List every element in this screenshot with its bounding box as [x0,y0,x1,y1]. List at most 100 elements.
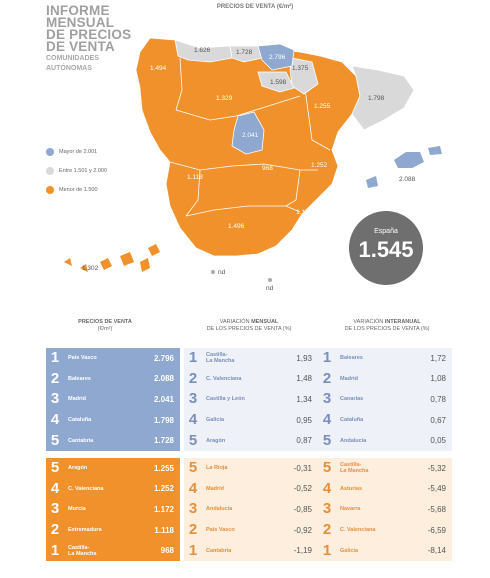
panel-precios-bottom: 5 Aragón 1.255 4 C. Valenciana 1.252 3 Murcia 1.… [46,458,180,561]
rank-number: 5 [188,431,198,449]
map-title: PRECIOS DE VENTA (€/m²) [216,4,294,10]
spain-map: 1.494 1.626 1.728 2.796 1.375 1.598 1.25… [64,37,442,292]
rank-value: -5,68 [427,504,446,514]
rank-value: 0,95 [296,415,312,425]
legend-item: Entre 1.501 y 2.000 [46,161,107,180]
region-name: Cantabria [68,437,94,444]
rank-value: -0,92 [293,525,312,535]
title-prefix: VARIACIÓN [219,319,252,325]
legend-label: Mayor de 2.001 [59,148,98,155]
label-baleares: 2.088 [399,176,416,183]
region-name: Navarra [340,506,361,513]
region-name: País Vasco [206,527,235,534]
region-name: Castilla- La Mancha [340,462,369,475]
region-madrid [231,111,265,155]
column-title-interanual: VARIACIÓN INTERANUAL DE LOS PRECIOS DE V… [322,319,452,333]
rank-number: 3 [188,390,198,408]
region-name: Extremadura [68,527,102,534]
legend-dot-high [46,147,54,156]
rank-value: 1,93 [296,353,312,363]
rank-number: 4 [188,411,198,429]
rank-number: 3 [50,390,60,408]
rank-number: 2 [322,369,332,387]
rank-row: 3 Murcia 1.172 [46,499,180,520]
rank-number: 5 [322,431,332,449]
rank-number: 4 [322,411,332,429]
panel-mensual-bottom: 5 La Rioja -0,31 4 Madrid -0,52 3 Andalucía -0,8… [184,458,318,561]
melilla-dot [268,278,272,282]
column-title-mensual: VARIACIÓN MENSUAL DE LOS PRECIOS DE VENT… [184,319,314,333]
report-title: INFORME MENSUAL DE PRECIOS DE VENTA COMU… [46,4,166,73]
legend-label: Menor de 1.500 [59,186,98,193]
rank-number: 1 [188,541,198,559]
title-line: DE VENTA [46,39,115,54]
rank-row: 2 Baleares 2.088 [46,369,180,390]
rank-value: -6,59 [427,525,446,535]
panel-interanual-bottom: 5 Castilla- La Mancha -5,32 4 Asturias -5,49 3… [318,458,452,561]
region-name: Baleares [68,375,91,382]
label-la-rioja: 1.598 [270,79,287,86]
rank-value: 1.255 [153,463,174,473]
rank-row: 2 Extremadura 1.118 [46,520,180,541]
rank-value: -5,49 [427,484,446,494]
rank-row: 2 Madrid 1,08 [318,369,452,390]
panel-precios-top: 1 País Vasco 2.796 2 Baleares 2.088 3 Madrid 2.0… [46,348,180,451]
label-melilla: nd [266,285,274,292]
panel-interanual-top: 1 Baleares 1,72 2 Madrid 1,08 3 Canarias 0,78 4 Ca… [318,348,452,451]
rank-row: 5 La Rioja -0,31 [184,458,318,479]
column-title-line: (€/m²) [97,326,113,332]
title-bold: MENSUAL [251,319,279,325]
rank-number: 3 [322,390,332,408]
label-galicia: 1.494 [150,65,167,72]
map-legend: Mayor de 2.001 Entre 1.501 y 2.000 Menor… [46,142,107,199]
region-name: Galicia [340,547,359,554]
rank-number: 1 [50,349,60,367]
region-name: País Vasco [68,355,97,362]
rank-row: 5 Aragón 1.255 [46,458,180,479]
rank-row: 5 Aragón 0,87 [184,430,318,451]
region-name: Madrid [340,375,359,382]
label-ceuta: nd [218,269,226,276]
rank-number: 1 [322,541,332,559]
rank-row: 2 C. Valenciana 1,48 [184,369,318,390]
rank-number: 1 [188,349,198,367]
label-asturias: 1.626 [194,47,211,54]
region-la-rioja [257,71,295,93]
rank-value: 968 [160,546,174,556]
region-name: Castilla y León [206,396,245,403]
rank-value: 0,78 [430,394,446,404]
region-canarias [64,244,160,272]
label-murcia: 1.172 [296,209,313,216]
rank-row: 3 Castilla y León 1,34 [184,389,318,410]
legend-item: Menor de 1.500 [46,180,107,199]
region-name: C. Valenciana [68,485,104,492]
label-cataluna: 1.798 [368,95,385,102]
panel-mensual-top: 1 Castilla- La Mancha 1,93 2 C. Valenciana 1,… [184,348,318,451]
region-asturias [174,39,233,63]
label-aragon: 1.255 [314,103,331,110]
ceuta-dot [211,270,215,274]
rank-value: -0,85 [293,504,312,514]
rank-row: 1 Cantabria -1,19 [184,540,318,561]
rank-row: 4 Asturias -5,49 [318,479,452,500]
rank-number: 2 [322,521,332,539]
rank-row: 4 Galicia 0,95 [184,410,318,431]
title-bold: INTERANUAL [384,319,421,325]
label-pais-vasco: 2.796 [269,54,286,61]
region-navarra [289,57,319,95]
rank-row: 5 Castilla- La Mancha -5,32 [318,458,452,479]
region-baleares [394,152,424,168]
region-name: Aragón [206,437,226,444]
rank-row: 4 Cataluña 1.798 [46,410,180,431]
rank-row: 5 Cantabria 1.728 [46,430,180,451]
rank-number: 5 [188,459,198,477]
rank-value: 1,34 [296,394,312,404]
rank-number: 2 [50,369,60,387]
region-name: Galicia [206,417,225,424]
rank-value: 1,08 [430,374,446,384]
rank-row: 3 Navarra -5,68 [318,499,452,520]
region-name: Andalucía [340,437,367,444]
rank-value: -0,52 [293,484,312,494]
label-castilla-la-mancha: 968 [262,165,273,172]
espana-average-badge: España 1.545 [349,211,423,285]
